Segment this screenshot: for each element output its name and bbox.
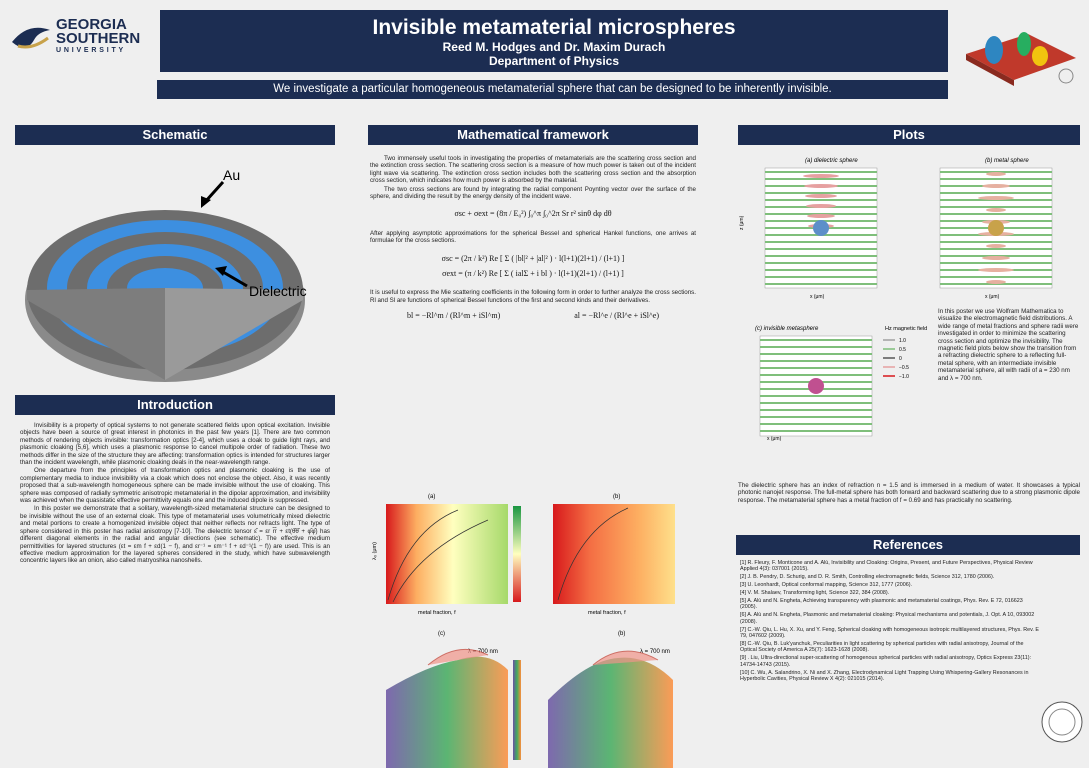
reference: [2] J. B. Pendry, D. Schurig, and D. R. …: [740, 574, 1040, 580]
intro-text: Invisibility is a property of optical sy…: [20, 422, 330, 566]
panel-label: (c) invisible metasphere: [755, 326, 819, 332]
schematic-figure: Au Dielectric: [15, 150, 335, 390]
schematic-label: Dielectric: [249, 283, 307, 299]
axis-label: metal fraction, f: [588, 610, 626, 616]
seal: [1040, 700, 1084, 744]
equation: σsc = (2π / k²) Re [ Σ ( |bl|² + |al|² )…: [370, 255, 696, 262]
figure-label: (a): [428, 494, 435, 500]
equation: al = −Rl^e / (Rl^e + iSl^e): [574, 312, 659, 319]
sphere: [808, 378, 824, 394]
field-lobe: [986, 280, 1006, 284]
paragraph: After applying asymptotic approximations…: [370, 230, 696, 245]
reference: [3] U. Leonhardt, Optical conformal mapp…: [740, 582, 1040, 588]
schematic-label: Au: [223, 167, 240, 183]
field-lobe: [986, 244, 1006, 248]
reference: [1] R. Fleury, F. Monticone and A. Alù, …: [740, 560, 1040, 573]
field-lobe: [805, 194, 837, 198]
logo-text: UNIVERSITY: [56, 46, 140, 55]
figure-label: (c): [438, 631, 445, 637]
plots-text: The dielectric sphere has an index of re…: [738, 482, 1080, 505]
field-lobe: [986, 172, 1006, 176]
paragraph: In this poster we demonstrate that a sol…: [20, 505, 330, 564]
equation: σsc + σext = (8π / E₀²) ∫₀^π ∫₀^2π Sr r²…: [370, 210, 696, 217]
legend-label: −0.5: [899, 365, 909, 371]
paragraph: Invisibility is a property of optical sy…: [20, 422, 330, 466]
section-heading: References: [736, 535, 1080, 555]
plots-text: In this poster we use Wolfram Mathematic…: [938, 308, 1080, 383]
logo-mark: [8, 20, 54, 60]
figure-label: (b): [613, 494, 620, 500]
field-lobe: [804, 184, 838, 188]
reference: [8] C.-W. Qiu, B. Luk'yanchuk, Peculiari…: [740, 641, 1040, 654]
axis-label: x (μm): [810, 294, 825, 300]
reference: [5] A. Alù and N. Engheta, Achieving tra…: [740, 598, 1040, 611]
field-lobe: [978, 196, 1014, 200]
reference: [4] V. M. Shalaev, Transforming light, S…: [740, 590, 1040, 596]
legend-title: Hz magnetic field: [885, 326, 927, 332]
field-lobe: [806, 204, 836, 208]
figure-label: (b): [618, 631, 625, 637]
title: Invisible metamaterial microspheres: [160, 16, 948, 40]
paragraph: The two cross sections are found by inte…: [370, 186, 696, 201]
field-lobe: [982, 184, 1010, 188]
sphere: [813, 220, 829, 236]
equation: bl = −Rl^m / (Rl^m + iSl^m): [407, 312, 500, 319]
authors: Reed M. Hodges and Dr. Maxim Durach: [160, 40, 948, 54]
reference: [7] C.-W. Qiu, L. Hu, X. Xu, and Y. Feng…: [740, 627, 1040, 640]
section-heading: Introduction: [15, 395, 335, 415]
paragraph: One departure from the principles of tra…: [20, 467, 330, 504]
axis-label: λ₀ (μm): [372, 542, 378, 560]
legend-label: 1.0: [899, 338, 906, 344]
section-heading: Schematic: [15, 125, 335, 145]
axis-label: z (μm): [739, 215, 745, 230]
framework-figures: (a) (b) metal fraction, f metal fraction…: [368, 490, 698, 768]
section-heading: Mathematical framework: [368, 125, 698, 145]
logo: GEORGIA SOUTHERN UNIVERSITY: [8, 18, 158, 68]
legend-label: −1.0: [899, 374, 909, 380]
paragraph: Two immensely useful tools in investigat…: [370, 155, 696, 185]
paragraph: In this poster we use Wolfram Mathematic…: [938, 308, 1080, 382]
field-lobe: [807, 214, 835, 218]
legend-label: 0.5: [899, 347, 906, 353]
field-lobe: [978, 268, 1014, 272]
poster: GEORGIA SOUTHERN UNIVERSITY Invisible me…: [0, 0, 1089, 768]
title-banner: Invisible metamaterial microspheres Reed…: [160, 10, 948, 72]
field-lobe: [982, 256, 1010, 260]
reference: [10] C. Wu, A. Salandrino, X. Ni and X. …: [740, 670, 1040, 683]
axis-label: x (μm): [985, 294, 1000, 300]
legend-label: 0: [899, 356, 902, 362]
field-lobe: [986, 208, 1006, 212]
reference-list: [1] R. Fleury, F. Monticone and A. Alù, …: [740, 560, 1040, 684]
decoration-plot: [958, 14, 1084, 94]
section-heading: Plots: [738, 125, 1080, 145]
paragraph: It is useful to express the Mie scatteri…: [370, 289, 696, 304]
paragraph: The dielectric sphere has an index of re…: [738, 482, 1080, 504]
reference: [6] A. Alù and N. Engheta, Plasmonic and…: [740, 612, 1040, 625]
axis-label: x (μm): [767, 436, 782, 442]
equation: σext = (π / k²) Re [ Σ ( ialΣ + i bl ) ·…: [370, 270, 696, 277]
sphere: [988, 220, 1004, 236]
framework-text: Two immensely useful tools in investigat…: [370, 155, 696, 320]
reference: [9] . Liu, Ultra-directional super-scatt…: [740, 655, 1040, 668]
department: Department of Physics: [160, 54, 948, 68]
logo-text: SOUTHERN: [56, 32, 140, 46]
field-lobe: [803, 174, 839, 178]
panel-label: (b) metal sphere: [985, 158, 1029, 164]
tagline: We investigate a particular homogeneous …: [157, 80, 948, 99]
panel-label: (a) dielectric sphere: [805, 158, 858, 164]
axis-label: metal fraction, f: [418, 610, 456, 616]
